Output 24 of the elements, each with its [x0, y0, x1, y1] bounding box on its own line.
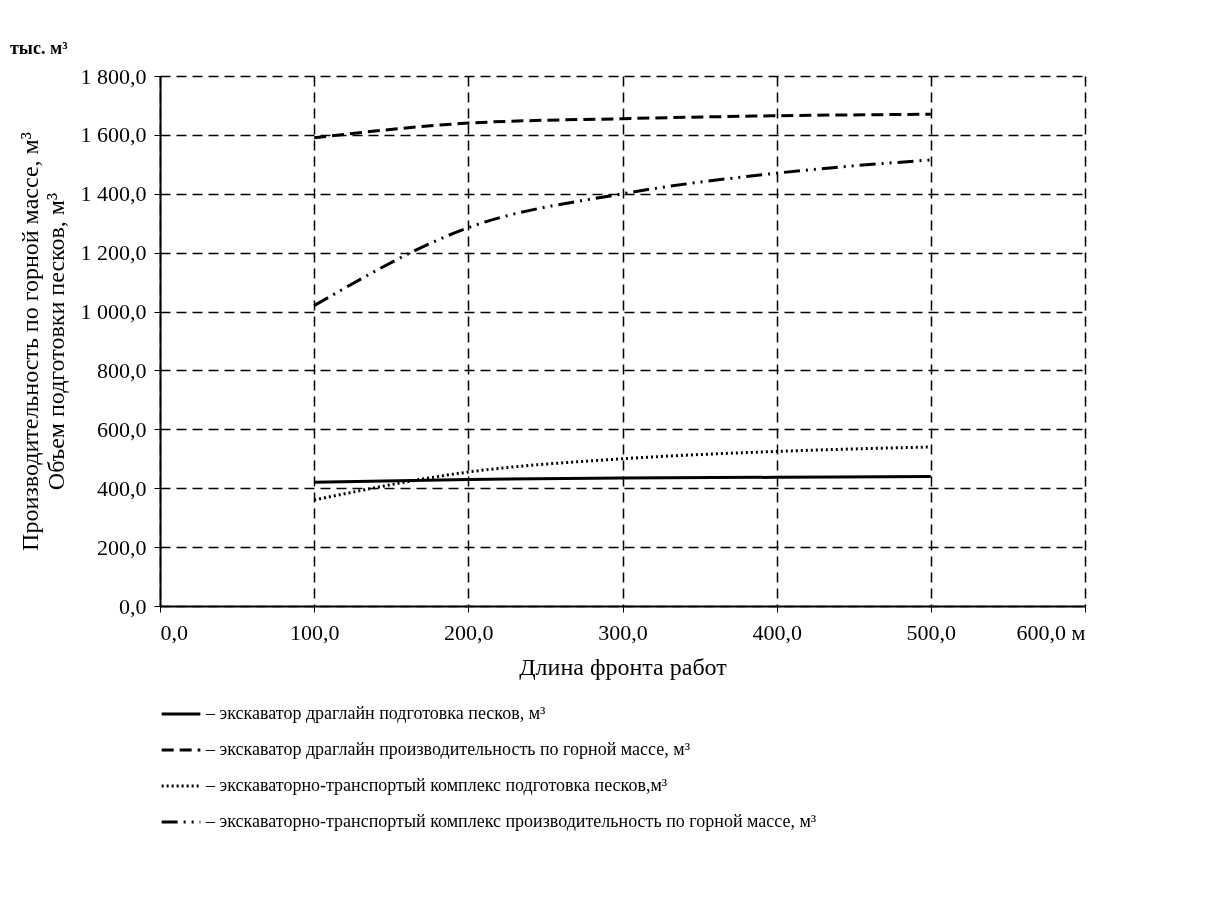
legend-label: – экскаватор драглайн производительность по горной массе, м³ [205, 739, 691, 759]
y-tick-label: 400,0 [97, 475, 147, 501]
y-tick-label: 1 200,0 [80, 240, 147, 266]
text: тыс. м³ [10, 38, 69, 58]
legend-label: – экскаватор драглайн подготовка песков, м³ [205, 703, 547, 723]
x-tick-label: 300,0 [598, 619, 648, 645]
x-tick-label: 600,0 м [1016, 619, 1086, 645]
legend-label: – экскаваторно-транспортый комплекс производительность по горной массе, м³ [205, 811, 817, 831]
y-tick-label: 0,0 [119, 593, 147, 619]
x-tick-label: 500,0 [906, 619, 957, 645]
x-tick-label: 100,0 [289, 619, 340, 645]
x-axis-title: Длина фронта работ [519, 653, 728, 680]
y-tick-label: 600,0 [97, 416, 147, 442]
y-tick-label: 800,0 [97, 357, 147, 383]
y-axis-title: Производительность по горной массе, м³ Объем подготовки песков, м³ [16, 132, 69, 551]
y-tick-label: 1 800,0 [80, 63, 147, 89]
y-tick-label: 200,0 [97, 534, 147, 560]
x-tick-label: 200,0 [444, 619, 494, 645]
y-tick-label: 1 400,0 [80, 181, 147, 207]
legend-label: – экскаваторно-транспортый комплекс подготовка песков,м³ [205, 775, 668, 795]
y-tick-label: 1 000,0 [80, 299, 147, 325]
x-tick-label: 0,0 [160, 619, 188, 645]
y-tick-label: 1 600,0 [80, 122, 147, 148]
x-tick-label: 400,0 [752, 619, 802, 645]
